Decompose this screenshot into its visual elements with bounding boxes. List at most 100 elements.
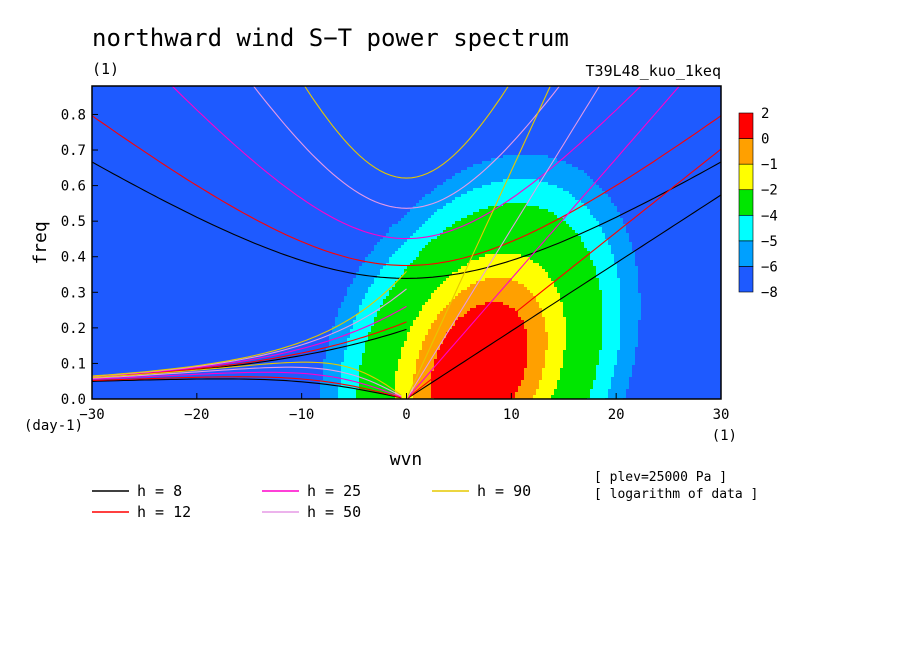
field-cell [185,344,189,348]
field-cell [140,326,144,330]
field-cell [155,338,159,342]
field-cell [137,218,141,222]
field-cell [134,200,138,204]
field-cell [167,380,171,384]
field-cell [188,197,192,201]
field-cell [137,140,141,144]
field-cell [221,140,225,144]
field-cell [98,233,102,237]
field-cell [125,161,129,165]
field-cell [131,242,135,246]
field-cell [146,182,150,186]
field-cell [173,338,177,342]
field-cell [119,359,123,363]
field-cell [185,308,189,312]
field-cell [209,197,213,201]
field-cell [158,206,162,210]
field-cell [161,362,165,366]
field-cell [203,182,207,186]
field-cell [230,197,234,201]
field-cell [119,206,123,210]
field-cell [140,239,144,243]
field-cell [206,275,210,279]
field-cell [167,194,171,198]
field-cell [233,161,237,165]
field-cell [98,101,102,105]
field-cell [182,386,186,390]
field-cell [98,389,102,393]
field-cell [206,338,210,342]
field-cell [149,380,153,384]
field-cell [110,281,114,285]
field-cell [149,140,153,144]
field-cell [134,290,138,294]
field-cell [173,284,177,288]
field-cell [131,353,135,357]
field-cell [137,233,141,237]
field-cell [215,281,219,285]
field-cell [194,386,198,390]
field-cell [98,161,102,165]
field-cell [203,236,207,240]
field-cell [116,149,120,153]
field-cell [137,272,141,276]
field-cell [170,344,174,348]
field-cell [101,191,105,195]
field-cell [164,233,168,237]
field-cell [95,365,99,369]
field-cell [176,155,180,159]
field-cell [173,395,177,399]
field-cell [203,95,207,99]
field-cell [233,230,237,234]
field-cell [119,158,123,162]
field-cell [146,227,150,231]
field-cell [230,131,234,135]
field-cell [134,209,138,213]
field-cell [143,230,147,234]
field-cell [212,146,216,150]
field-cell [164,347,168,351]
field-cell [125,344,129,348]
field-cell [101,194,105,198]
field-cell [104,284,108,288]
field-cell [185,278,189,282]
field-cell [179,263,183,267]
field-cell [164,206,168,210]
field-cell [113,239,117,243]
field-cell [179,353,183,357]
field-cell [140,137,144,141]
field-cell [176,203,180,207]
field-cell [95,257,99,261]
field-cell [125,263,129,267]
field-cell [143,353,147,357]
field-cell [197,200,201,204]
field-cell [137,116,141,120]
field-cell [176,323,180,327]
field-cell [116,266,120,270]
field-cell [122,236,126,240]
field-cell [203,308,207,312]
field-cell [209,218,213,222]
field-cell [194,335,198,339]
field-cell [155,350,159,354]
field-cell [110,212,114,216]
field-cell [98,263,102,267]
field-cell [152,125,156,129]
field-cell [128,305,132,309]
field-cell [143,197,147,201]
field-cell [134,233,138,237]
field-cell [131,164,135,168]
field-cell [107,314,111,318]
field-cell [128,311,132,315]
field-cell [104,92,108,96]
field-cell [161,254,165,258]
field-cell [122,233,126,237]
field-cell [173,320,177,324]
field-cell [161,125,165,129]
field-cell [152,278,156,282]
field-cell [128,137,132,141]
field-cell [218,146,222,150]
field-cell [218,326,222,330]
field-cell [134,317,138,321]
field-cell [173,104,177,108]
